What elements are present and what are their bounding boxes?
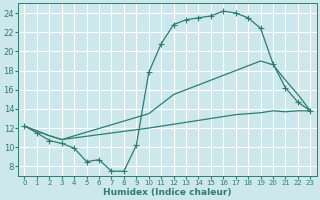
X-axis label: Humidex (Indice chaleur): Humidex (Indice chaleur) [103,188,232,197]
